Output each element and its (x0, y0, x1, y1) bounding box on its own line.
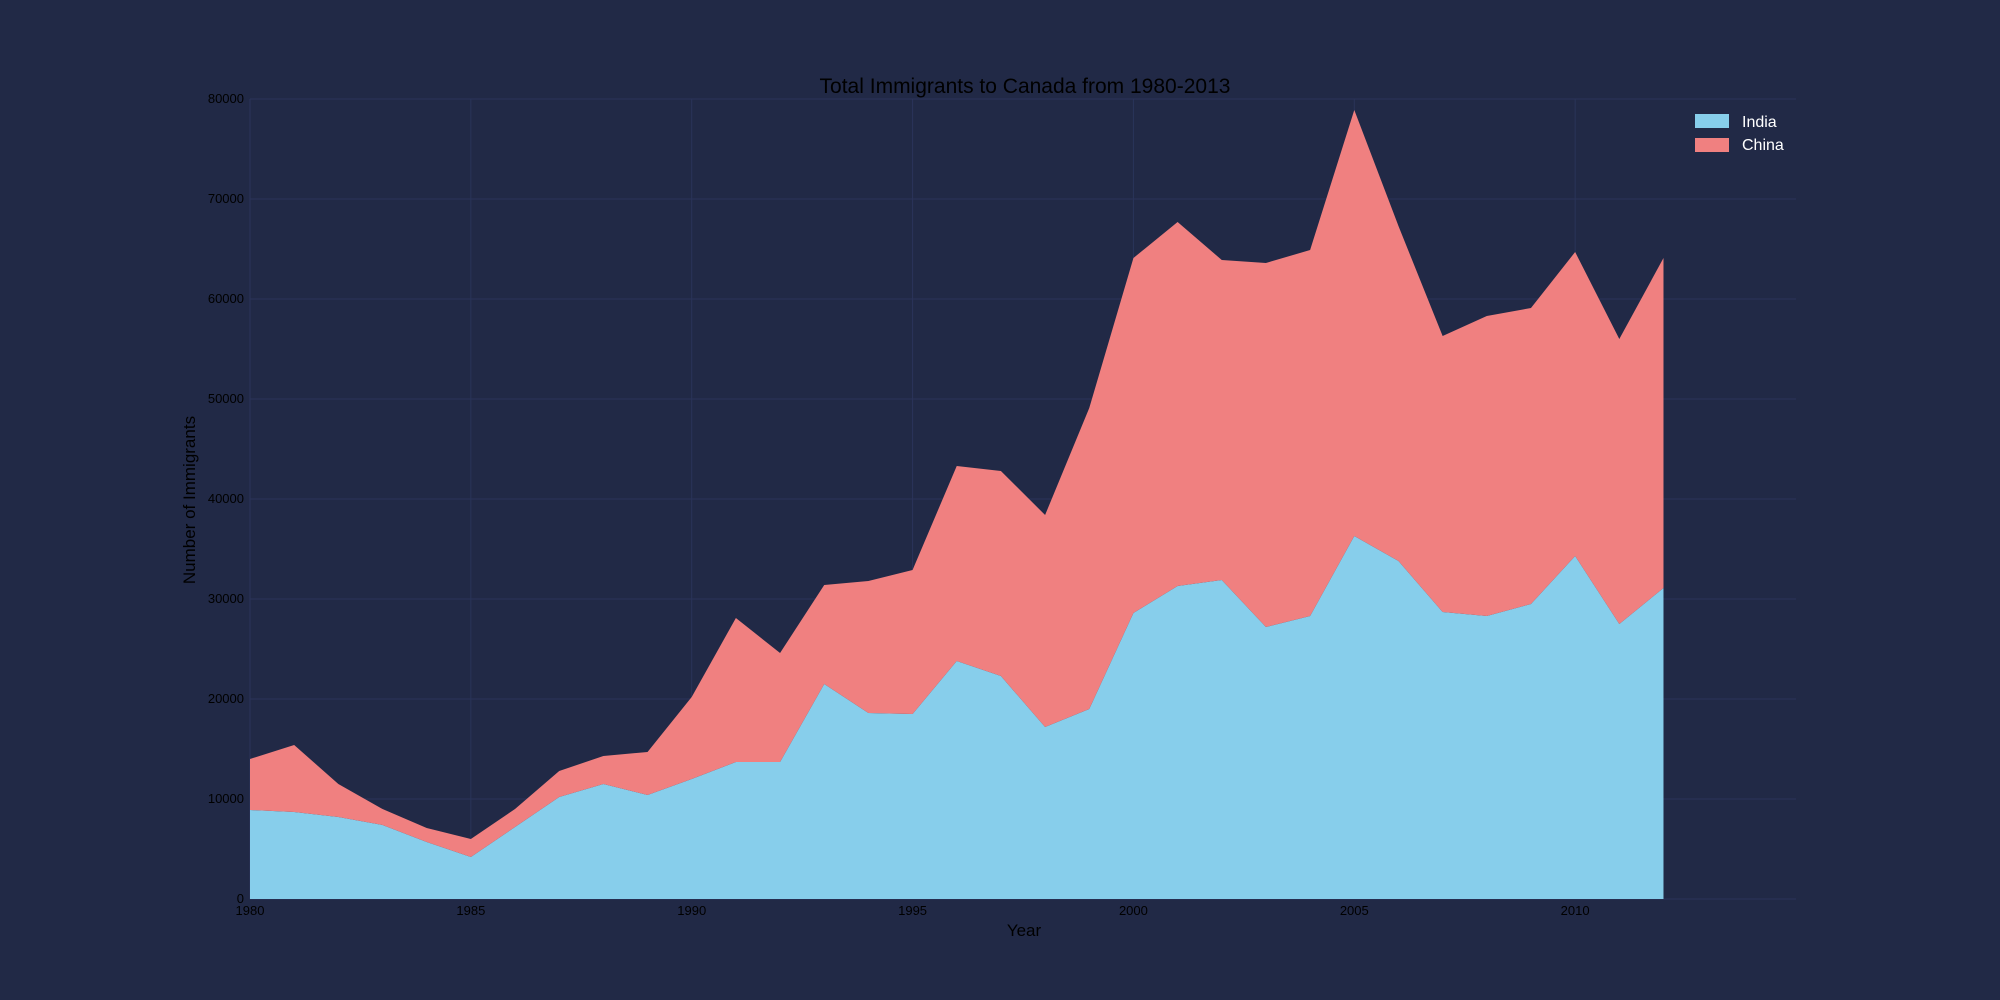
legend-swatch-china (1695, 138, 1729, 152)
x-tick-label: 1985 (456, 903, 485, 918)
y-tick-label: 10000 (208, 791, 244, 806)
y-tick-label: 0 (237, 891, 244, 906)
x-tick-label: 2005 (1340, 903, 1369, 918)
y-tick-label: 70000 (208, 191, 244, 206)
chart-title: Total Immigrants to Canada from 1980-201… (820, 75, 1231, 98)
y-tick-label: 20000 (208, 691, 244, 706)
x-tick-label: 1990 (677, 903, 706, 918)
area-series-india (250, 536, 1664, 899)
legend-label-india: India (1742, 114, 1777, 131)
legend: India China (1695, 114, 1784, 154)
x-tick-label: 2000 (1119, 903, 1148, 918)
y-tick-label: 80000 (208, 91, 244, 106)
area-series-china (250, 110, 1664, 857)
x-tick-label: 1995 (898, 903, 927, 918)
legend-swatch-india (1695, 114, 1729, 128)
data-areas (250, 110, 1664, 899)
y-axis-ticks: 0 10000 20000 30000 40000 50000 60000 70000 8000… (208, 91, 244, 906)
y-axis-title: Number of Immigrants (180, 416, 199, 584)
y-tick-label: 50000 (208, 391, 244, 406)
y-tick-label: 60000 (208, 291, 244, 306)
y-tick-label: 30000 (208, 591, 244, 606)
y-tick-label: 40000 (208, 491, 244, 506)
x-axis-ticks: 1980 1985 1990 1995 2000 2005 2010 (236, 903, 1590, 918)
x-axis-title: Year (1007, 921, 1042, 940)
x-tick-label: 2010 (1561, 903, 1590, 918)
legend-label-china: China (1742, 137, 1784, 154)
x-tick-label: 1980 (236, 903, 265, 918)
